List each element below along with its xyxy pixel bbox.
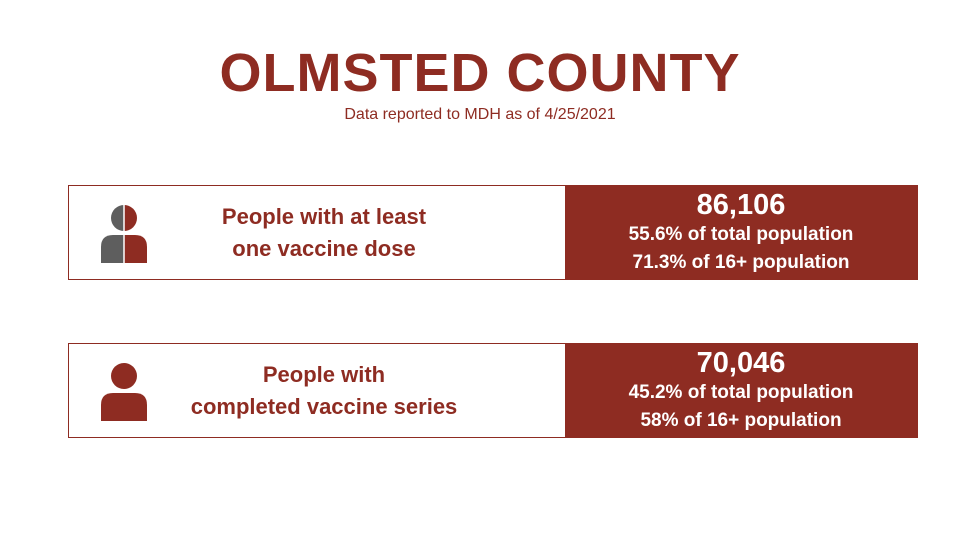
- person-full-icon: [97, 361, 151, 423]
- stat-16plus-population: 71.3% of 16+ population: [632, 251, 850, 273]
- count-value: 86,106: [696, 188, 786, 221]
- card-label-line1: People with at least: [221, 203, 427, 229]
- stat-16plus-population: 58% of 16+ population: [640, 409, 842, 431]
- card-completed-series: People with completed vaccine series 70,…: [68, 343, 918, 438]
- card-label-line2: one vaccine dose: [232, 235, 416, 261]
- card-at-least-one-dose: People with at least one vaccine dose 86…: [68, 185, 918, 280]
- card-label-panel: People with completed vaccine series: [69, 344, 565, 437]
- stat-total-population: 45.2% of total population: [628, 381, 854, 403]
- page-title: OLMSTED COUNTY: [219, 43, 741, 103]
- card-label-line1: People with: [262, 361, 386, 387]
- card-label-panel: People with at least one vaccine dose: [69, 186, 565, 279]
- card-label: People with completed vaccine series: [179, 359, 469, 423]
- stat-total-population: 55.6% of total population: [628, 223, 854, 245]
- page-subtitle: Data reported to MDH as of 4/25/2021: [344, 106, 616, 123]
- card-label-line2: completed vaccine series: [190, 393, 458, 419]
- count-value: 70,046: [696, 346, 786, 379]
- card-stats-panel: 70,046 45.2% of total population 58% of …: [565, 344, 917, 437]
- card-label: People with at least one vaccine dose: [179, 201, 469, 265]
- card-stats-panel: 86,106 55.6% of total population 71.3% o…: [565, 186, 917, 279]
- person-half-icon: [97, 203, 151, 265]
